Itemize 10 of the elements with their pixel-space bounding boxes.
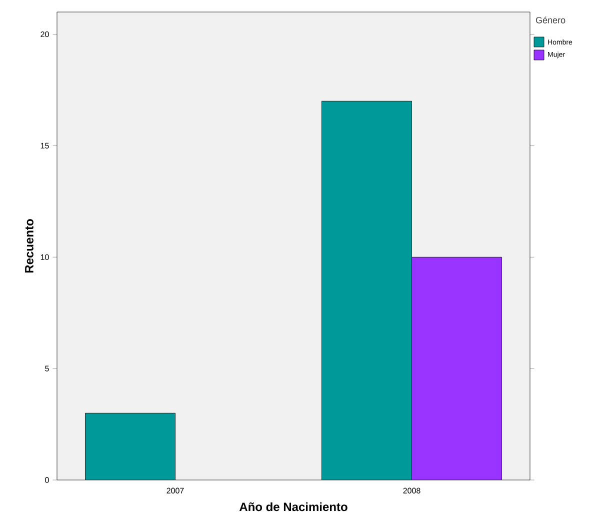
y-tick-label: 15 — [40, 142, 49, 149]
legend-title: Género — [536, 16, 566, 24]
y-tick-label: 10 — [40, 254, 49, 260]
x-tick-label: 2008 — [403, 488, 420, 494]
y-tick-label: 0 — [45, 477, 49, 483]
x-tick-label: 2007 — [166, 488, 184, 494]
y-axis-title: Recuento — [25, 219, 34, 273]
y-tick-label: 5 — [45, 366, 49, 372]
y-tick-label: 20 — [40, 31, 49, 38]
x-axis-title: Año de Nacimiento — [239, 502, 348, 512]
